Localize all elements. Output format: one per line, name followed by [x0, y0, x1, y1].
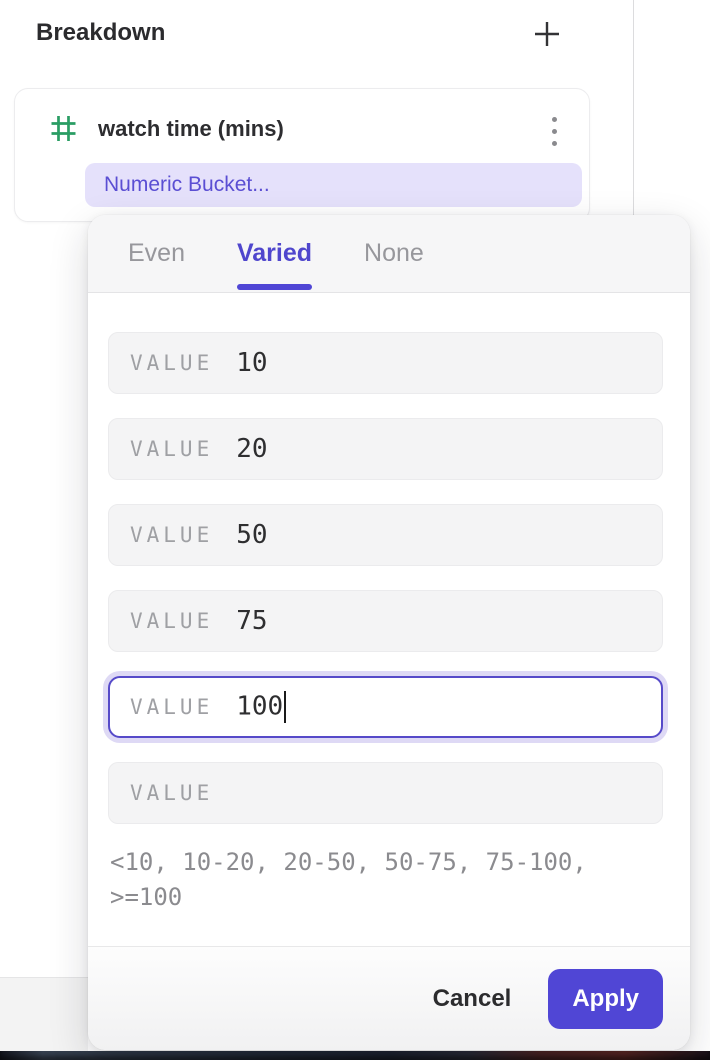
value-text: 50 [236, 520, 268, 550]
background-card-edge [0, 977, 88, 978]
preview-line-1: <10, 10-20, 20-50, 50-75, 75-100, [110, 848, 587, 876]
apply-button[interactable]: Apply [548, 968, 663, 1029]
chart-edge-strip [0, 1051, 710, 1060]
kebab-menu-icon[interactable] [545, 111, 563, 151]
add-breakdown-button[interactable] [531, 19, 563, 51]
cancel-button[interactable]: Cancel [427, 984, 518, 1014]
value-input-1[interactable]: VALUE 10 [108, 332, 663, 394]
preview-line-2: >=100 [110, 883, 183, 911]
panel-title: Breakdown [36, 19, 166, 46]
value-text: 100 [236, 691, 287, 723]
tab-none[interactable]: None [364, 215, 424, 292]
hash-number-icon [50, 114, 77, 148]
tab-even[interactable]: Even [128, 215, 185, 292]
value-input-3[interactable]: VALUE 50 [108, 504, 663, 566]
tab-varied[interactable]: Varied [236, 215, 313, 292]
value-label: VALUE [130, 609, 214, 633]
value-input-4[interactable]: VALUE 75 [108, 590, 663, 652]
background-lower-area [0, 978, 88, 1051]
value-input-2[interactable]: VALUE 20 [108, 418, 663, 480]
value-label: VALUE [130, 695, 214, 719]
value-label: VALUE [130, 523, 214, 547]
bucket-label: Numeric Bucket... [104, 173, 270, 196]
panel-right-divider [633, 0, 634, 215]
bucket-ranges-preview: <10, 10-20, 20-50, 50-75, 75-100, >=100 [110, 845, 670, 915]
value-input-6-empty[interactable]: VALUE [108, 762, 663, 824]
value-text: 75 [236, 606, 268, 636]
bucket-mode-tabs: Even Varied None [88, 215, 690, 293]
value-placeholder: VALUE [130, 781, 214, 805]
plus-icon [532, 19, 562, 52]
value-input-5-focused[interactable]: VALUE 100 [108, 676, 663, 738]
value-label: VALUE [130, 351, 214, 375]
numeric-bucket-popup: Even Varied None VALUE 10 VALUE 20 VALUE… [88, 215, 690, 1050]
popup-footer: Cancel Apply [88, 946, 690, 1050]
property-name: watch time (mins) [98, 116, 284, 141]
value-text: 20 [236, 434, 268, 464]
numeric-bucket-selector[interactable]: Numeric Bucket... [85, 163, 582, 207]
text-cursor [284, 691, 287, 723]
value-label: VALUE [130, 437, 214, 461]
value-text: 10 [236, 348, 268, 378]
